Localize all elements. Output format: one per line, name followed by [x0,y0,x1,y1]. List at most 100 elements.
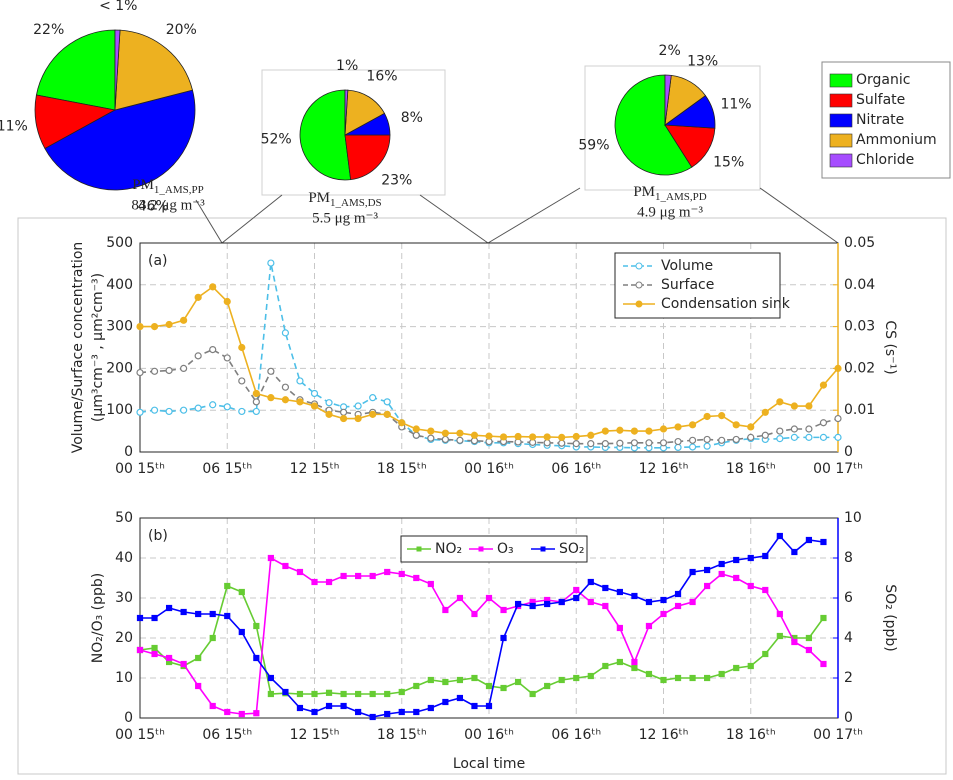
connector [487,187,581,244]
y-tick-label: 50 [115,510,133,526]
y-tick-label: 0 [124,444,133,460]
marker [834,433,842,441]
marker [776,632,783,640]
marker [398,688,405,696]
y2-axis-label: CS (s⁻¹) [882,320,898,374]
marker [441,435,449,444]
legend-label: Organic [856,72,910,88]
marker [340,690,347,698]
marker [325,689,333,696]
marker [150,323,159,331]
marker [659,425,668,433]
marker [514,600,522,608]
marker [688,443,697,451]
marker [165,320,173,329]
marker [704,566,711,574]
caption-sub: 1_AMS,PP [154,184,204,196]
y2-tick-label: 0 [844,710,853,726]
caption-text: PM [633,184,655,200]
x-tick-label: 00 16ᵗʰ [464,461,514,477]
marker [703,442,711,450]
slice-label: 52% [261,131,292,147]
marker [136,646,144,654]
marker [762,552,769,560]
marker [820,538,827,546]
marker [762,586,769,594]
marker [384,690,391,698]
marker [587,598,594,606]
legend-label: Chloride [856,152,914,168]
marker [267,674,274,682]
marker [384,710,391,718]
marker [339,414,348,423]
marker [209,634,216,642]
marker [238,628,245,636]
marker [325,399,333,407]
marker [165,654,173,662]
legend-swatch [829,113,853,128]
marker [630,439,639,447]
marker [209,283,217,291]
marker [296,398,304,406]
marker [616,426,624,434]
marker [281,383,290,391]
marker [325,702,333,710]
marker [674,437,682,446]
marker [776,610,783,618]
marker [471,674,478,682]
marker [165,604,173,612]
marker [688,436,697,444]
marker [252,398,260,406]
marker [369,394,377,402]
marker [805,646,813,654]
x-tick-label: 00 15ᵗʰ [115,727,165,743]
marker [602,584,609,592]
marker [180,406,188,414]
marker [558,676,565,684]
marker [558,439,566,447]
marker [136,408,144,416]
marker [224,582,231,590]
marker [456,676,464,684]
x-tick-label: 12 16ᵗʰ [639,727,689,743]
marker [253,710,260,717]
pie-slice [344,89,349,136]
marker [355,690,362,698]
marker [733,556,740,564]
marker [296,704,304,712]
legend-swatch [829,93,853,108]
x-tick-label: 12 16ᵗʰ [639,461,689,477]
marker [339,408,348,416]
pie-caption: PM1_AMS,PP [132,177,204,195]
x-tick-label: 00 17ᵗʰ [813,461,863,477]
marker [136,368,144,377]
marker [834,364,842,372]
slice-label: 23% [381,173,412,189]
marker [791,638,798,646]
marker [195,654,202,662]
slice-label: 46% [138,199,169,215]
marker [151,644,158,652]
x-tick-label: 18 15ᵗʰ [377,727,427,743]
marker [631,658,638,666]
y-tick-label: 20 [115,630,133,646]
marker [267,690,274,698]
marker [311,708,318,716]
marker [529,602,536,610]
y-axis-label: NO₂/O₃ (ppb) [90,573,106,664]
marker [456,594,464,602]
pie-concentration: 4.9 μg m⁻³ [637,204,703,220]
y-tick-label: 0 [124,710,133,726]
x-tick-label: 06 15ᵗʰ [202,727,252,743]
marker [485,432,493,440]
caption-sub: 1_AMS,PD [655,191,707,203]
marker [485,702,493,710]
marker [761,408,769,416]
marker [441,429,449,437]
slice-label: 20% [166,22,197,38]
marker [471,610,478,618]
marker [267,554,274,562]
marker [514,678,522,686]
marker [747,423,755,431]
